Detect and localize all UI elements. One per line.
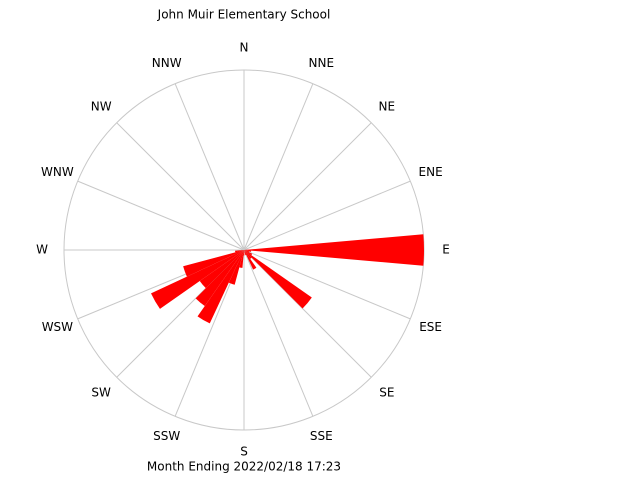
spoke bbox=[174, 83, 245, 251]
wedge bbox=[197, 250, 244, 324]
direction-label: ENE bbox=[419, 165, 443, 179]
direction-label: SW bbox=[91, 385, 111, 399]
direction-label: NNE bbox=[309, 56, 335, 70]
spoke bbox=[243, 122, 372, 251]
direction-label: NE bbox=[379, 100, 396, 114]
chart-title: John Muir Elementary School bbox=[157, 8, 331, 22]
wedge bbox=[244, 250, 312, 309]
direction-label: NW bbox=[91, 100, 112, 114]
spoke bbox=[77, 180, 245, 251]
wedge bbox=[244, 234, 425, 266]
direction-label: WSW bbox=[42, 320, 73, 334]
direction-label: E bbox=[442, 243, 450, 257]
spoke bbox=[116, 122, 245, 251]
spoke bbox=[243, 83, 314, 251]
direction-label: ESE bbox=[419, 320, 442, 334]
wedge bbox=[244, 250, 247, 256]
wedge bbox=[244, 250, 252, 259]
direction-label: SE bbox=[379, 385, 394, 399]
spoke bbox=[243, 180, 411, 251]
wedge bbox=[244, 250, 257, 270]
wedge bbox=[244, 250, 250, 253]
chart-subtitle: Month Ending 2022/02/18 17:23 bbox=[147, 460, 341, 474]
wedge bbox=[235, 250, 244, 253]
wedge bbox=[199, 250, 244, 289]
wedge bbox=[239, 250, 244, 268]
direction-label: N bbox=[240, 41, 249, 55]
direction-label: S bbox=[240, 445, 248, 459]
wedge bbox=[228, 250, 244, 285]
spoke bbox=[243, 249, 411, 320]
spoke bbox=[243, 249, 314, 417]
wedge bbox=[243, 250, 245, 256]
wedge bbox=[244, 250, 252, 252]
wedge bbox=[183, 250, 244, 277]
direction-label: WNW bbox=[41, 165, 74, 179]
direction-label: SSE bbox=[310, 429, 333, 443]
direction-label: NNW bbox=[152, 56, 182, 70]
direction-label: W bbox=[36, 243, 48, 257]
direction-label: SSW bbox=[153, 429, 180, 443]
wedge bbox=[151, 250, 244, 309]
wedge bbox=[244, 250, 253, 256]
wedge bbox=[195, 250, 244, 307]
